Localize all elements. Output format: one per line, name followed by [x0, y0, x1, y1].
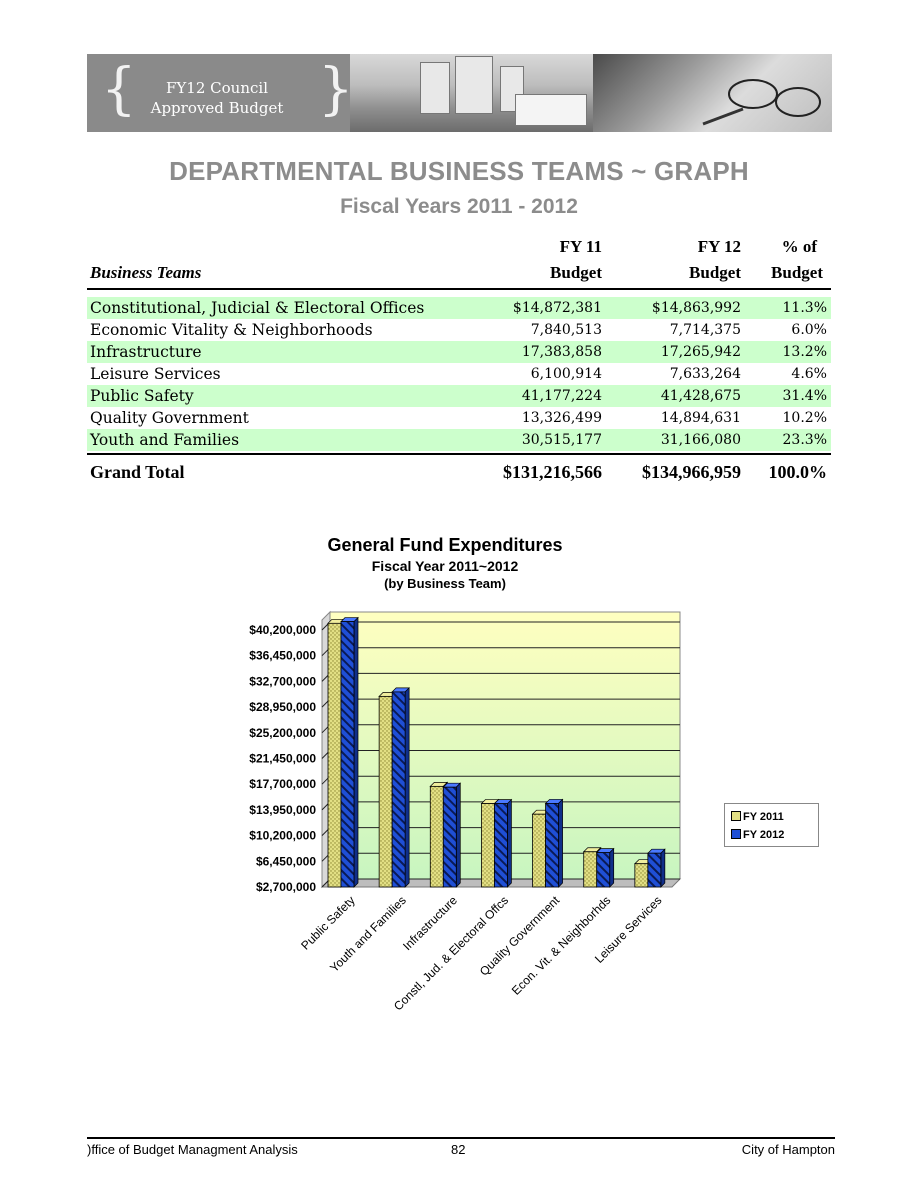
harbor-photo — [350, 54, 593, 132]
row-name: Infrastructure — [90, 343, 202, 361]
glasses-icon — [702, 79, 821, 126]
y-tick-label: $21,450,000 — [249, 752, 316, 766]
banner-line-2: Approved Budget — [150, 99, 284, 117]
header-banner: { FY12 Council Approved Budget } — [87, 54, 832, 132]
row-fy12: 41,428,675 — [660, 388, 741, 404]
chart-title: General Fund Expenditures — [327, 535, 563, 555]
left-brace-icon: { — [101, 57, 137, 122]
y-tick-label: $13,950,000 — [249, 803, 316, 817]
y-tick-label: $28,950,000 — [249, 700, 316, 714]
table-header: FY 11 Budget FY 12 Budget % of Budget Bu… — [87, 234, 831, 286]
header-fy11-bottom: Budget — [550, 263, 602, 282]
y-tick-label: $6,450,000 — [256, 854, 316, 868]
row-fy11: 6,100,914 — [530, 366, 602, 382]
x-category-label: Econ. Vit. & Neighborhds — [509, 893, 614, 998]
row-pct: 23.3% — [782, 432, 827, 448]
header-fy12-bottom: Budget — [689, 263, 741, 282]
table-row: Leisure Services 6,100,914 7,633,264 4.6% — [87, 363, 831, 385]
grand-total-label: Grand Total — [90, 462, 185, 482]
chart-legend: FY 2011 FY 2012 — [724, 803, 819, 847]
row-fy12: 7,714,375 — [669, 322, 741, 338]
legend-label-fy2011: FY 2011 — [743, 811, 784, 823]
bar-fy2012 — [442, 782, 462, 888]
right-brace-icon: } — [318, 57, 354, 122]
bar-fy2012 — [493, 798, 513, 888]
legend-swatch-fy2011 — [731, 811, 741, 821]
row-pct: 13.2% — [782, 344, 827, 360]
footer-rule — [87, 1137, 835, 1139]
row-pct: 11.3% — [782, 300, 827, 316]
footer-office: )ffice of Budget Managment Analysis — [87, 1142, 298, 1157]
expenditure-bar-chart: $2,700,000 $6,450,000 $10,200,000 $13,950,0… — [249, 610, 682, 1013]
header-fy12-top: FY 12 — [697, 237, 741, 256]
y-tick-label: $10,200,000 — [249, 829, 316, 843]
page-subtitle: Fiscal Years 2011 - 2012 — [340, 195, 578, 218]
y-tick-label: $17,700,000 — [249, 777, 316, 791]
row-name: Quality Government — [90, 409, 249, 427]
legend-item-fy2012: FY 2012 — [731, 828, 784, 842]
banner-line-1: FY12 Council — [166, 79, 268, 97]
grand-total-pct: 100.0% — [768, 462, 828, 482]
signing-photo — [593, 54, 832, 132]
bar-fy2012 — [391, 687, 410, 888]
row-fy12: 31,166,080 — [660, 432, 741, 448]
bar-fy2012 — [595, 847, 615, 888]
header-business-teams: Business Teams — [90, 263, 202, 282]
header-fy11-top: FY 11 — [559, 237, 602, 256]
table-row: Public Safety 41,177,224 41,428,675 31.4% — [87, 385, 831, 407]
legend-label-fy2012: FY 2012 — [743, 829, 785, 841]
row-pct: 4.6% — [791, 366, 827, 382]
header-rule — [87, 288, 831, 290]
grand-total-fy12: $134,966,959 — [642, 462, 741, 482]
y-tick-label: $32,700,000 — [249, 674, 316, 688]
footer-page-number: 82 — [451, 1142, 466, 1157]
row-pct: 6.0% — [791, 322, 827, 338]
chart-subtitle: Fiscal Year 2011~2012 — [371, 558, 519, 574]
header-pct-top: % of — [781, 237, 817, 256]
row-fy12: 7,633,264 — [669, 366, 741, 382]
row-fy11: $14,872,381 — [512, 300, 602, 316]
row-name: Public Safety — [90, 387, 194, 405]
total-rule — [87, 453, 831, 455]
row-fy12: 17,265,942 — [660, 344, 741, 360]
banner-text: FY12 Council Approved Budget — [127, 78, 307, 118]
row-fy11: 13,326,499 — [521, 410, 602, 426]
table-row: Youth and Families 30,515,177 31,166,080 23… — [87, 429, 831, 451]
bar-fy2012 — [340, 616, 359, 888]
grand-total-row: Grand Total $131,216,566 $134,966,959 10… — [87, 460, 831, 484]
table-row: Quality Government 13,326,499 14,894,631 10… — [87, 407, 831, 429]
banner-title-panel: { FY12 Council Approved Budget } — [87, 54, 354, 132]
row-pct: 31.4% — [782, 388, 827, 404]
table-row: Economic Vitality & Neighborhoods 7,840,5… — [87, 319, 831, 341]
y-tick-label: $25,200,000 — [249, 726, 316, 740]
chart-subtitle-2: (by Business Team) — [384, 576, 506, 591]
table-row: Infrastructure 17,383,858 17,265,942 13.2% — [87, 341, 831, 363]
header-pct-bottom: Budget — [771, 263, 823, 282]
bar-fy2012 — [647, 848, 666, 888]
row-fy11: 7,840,513 — [530, 322, 602, 338]
row-name: Youth and Families — [90, 431, 240, 449]
grand-total-fy11: $131,216,566 — [503, 462, 602, 482]
y-tick-label: $40,200,000 — [249, 623, 316, 637]
page-title: DEPARTMENTAL BUSINESS TEAMS ~ GRAPH — [169, 156, 749, 186]
row-name: Economic Vitality & Neighborhoods — [90, 321, 373, 339]
table-row: Constitutional, Judicial & Electoral Off… — [87, 297, 831, 319]
row-fy11: 41,177,224 — [521, 388, 602, 404]
legend-item-fy2011: FY 2011 — [731, 810, 784, 824]
row-fy12: 14,894,631 — [660, 410, 741, 426]
y-tick-label: $2,700,000 — [256, 880, 316, 894]
footer-city: City of Hampton — [741, 1142, 835, 1157]
row-fy11: 17,383,858 — [521, 344, 602, 360]
row-fy11: 30,515,177 — [521, 432, 602, 448]
row-name: Leisure Services — [90, 365, 221, 383]
bar-fy2012 — [544, 798, 564, 888]
row-fy12: $14,863,992 — [651, 300, 741, 316]
row-pct: 10.2% — [782, 410, 827, 426]
legend-swatch-fy2012 — [731, 829, 741, 839]
y-tick-label: $36,450,000 — [249, 649, 316, 663]
row-name: Constitutional, Judicial & Electoral Off… — [90, 299, 425, 317]
